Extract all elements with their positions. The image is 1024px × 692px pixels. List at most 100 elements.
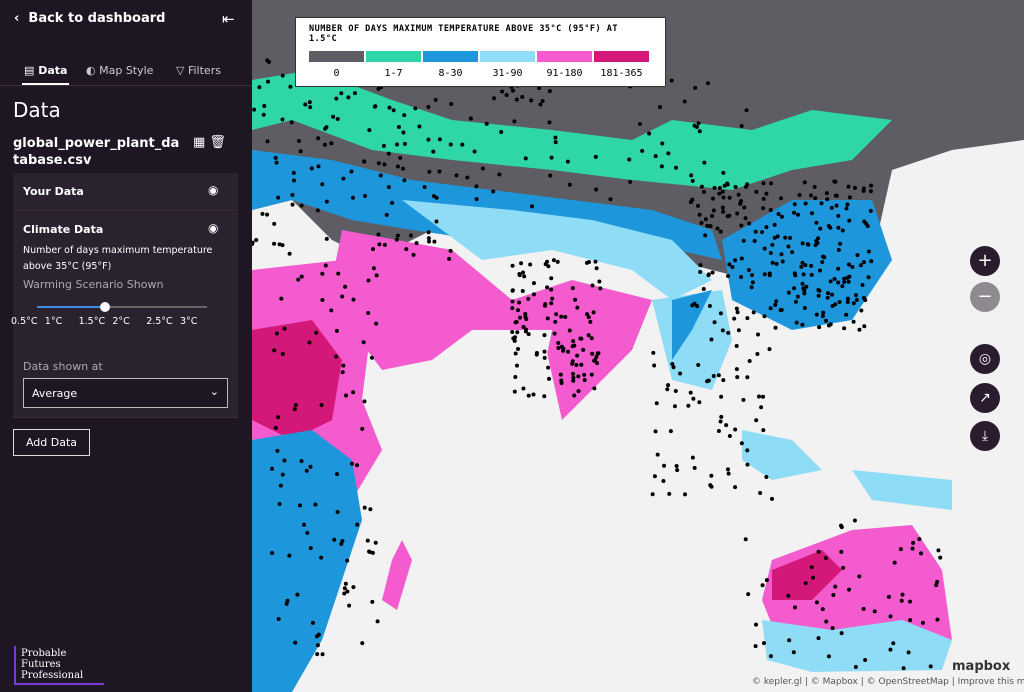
back-link[interactable]: ‹ Back to dashboard bbox=[14, 11, 165, 26]
power-plant bbox=[661, 478, 666, 483]
power-plant bbox=[825, 295, 830, 300]
power-plant bbox=[299, 203, 304, 208]
power-plant bbox=[809, 211, 814, 216]
power-plant bbox=[820, 314, 825, 319]
power-plant bbox=[284, 601, 289, 606]
power-plant bbox=[510, 288, 515, 293]
power-plant bbox=[762, 272, 767, 277]
power-plant bbox=[307, 100, 312, 105]
power-plant bbox=[510, 88, 515, 93]
screenshot-button[interactable]: ◎ bbox=[970, 344, 1000, 374]
power-plant bbox=[422, 185, 427, 190]
power-plant bbox=[567, 328, 572, 333]
power-plant bbox=[722, 183, 727, 188]
power-plant bbox=[343, 284, 348, 289]
power-plant bbox=[745, 316, 750, 321]
power-plant bbox=[474, 184, 479, 189]
power-plant bbox=[341, 176, 346, 181]
power-plant bbox=[594, 354, 599, 359]
shown-at-label: Data shown at bbox=[23, 360, 103, 373]
power-plant bbox=[551, 258, 556, 263]
power-plant bbox=[817, 325, 822, 330]
power-plant bbox=[447, 256, 452, 261]
power-plant bbox=[760, 230, 765, 235]
layer-panel[interactable]: Your Data ◉ bbox=[13, 173, 238, 211]
power-plant bbox=[532, 292, 537, 297]
power-plant bbox=[816, 288, 821, 293]
tab[interactable]: ▤ Data bbox=[22, 64, 70, 85]
power-plant bbox=[265, 139, 270, 144]
power-plant bbox=[401, 166, 406, 171]
power-plant bbox=[774, 299, 779, 304]
power-plant bbox=[371, 266, 376, 271]
power-plant bbox=[764, 475, 769, 480]
power-plant bbox=[865, 224, 870, 229]
power-plant bbox=[437, 137, 442, 142]
power-plant bbox=[594, 187, 599, 192]
power-plant bbox=[750, 273, 755, 278]
power-plant bbox=[823, 318, 828, 323]
power-plant bbox=[553, 319, 558, 324]
power-plant bbox=[414, 241, 419, 246]
power-plant bbox=[563, 314, 568, 319]
power-plant bbox=[254, 238, 259, 243]
power-plant bbox=[761, 196, 766, 201]
power-plant bbox=[302, 522, 307, 527]
zoom-out[interactable]: − bbox=[970, 282, 1000, 312]
power-plant bbox=[530, 204, 535, 209]
power-plant bbox=[593, 357, 598, 362]
power-plant bbox=[689, 173, 694, 178]
power-plant bbox=[589, 372, 594, 377]
map[interactable]: © kepler.gl | © Mapbox | © OpenStreetMap… bbox=[252, 0, 1024, 692]
power-plant bbox=[736, 328, 741, 333]
power-plant bbox=[823, 556, 828, 561]
power-plant bbox=[335, 509, 340, 514]
power-plant bbox=[851, 301, 856, 306]
power-plant bbox=[381, 143, 386, 148]
power-plant bbox=[790, 250, 795, 255]
power-plant bbox=[320, 182, 325, 187]
power-plant bbox=[721, 170, 726, 175]
tab[interactable]: ▽ Filters bbox=[176, 64, 221, 77]
legend: NUMBER OF DAYS MAXIMUM TEMPERATURE ABOVE… bbox=[295, 17, 666, 87]
power-plant bbox=[497, 172, 502, 177]
power-plant bbox=[768, 251, 773, 256]
power-plant bbox=[840, 228, 845, 233]
power-plant bbox=[836, 266, 841, 271]
download-button[interactable]: ⤓ bbox=[970, 421, 1000, 451]
power-plant bbox=[365, 538, 370, 543]
power-plant bbox=[512, 389, 517, 394]
power-plant bbox=[814, 600, 819, 605]
power-plant bbox=[698, 269, 703, 274]
power-plant bbox=[852, 518, 857, 523]
power-plant bbox=[363, 193, 368, 198]
table-icon[interactable]: ▦ 🗑 bbox=[193, 135, 226, 150]
power-plant bbox=[666, 383, 671, 388]
power-plant bbox=[674, 165, 679, 170]
power-plant bbox=[792, 286, 797, 291]
visibility-icon[interactable]: ◉ bbox=[208, 221, 219, 235]
slider-handle[interactable] bbox=[100, 302, 110, 312]
power-plant bbox=[340, 370, 345, 375]
power-plant bbox=[402, 141, 407, 146]
zoom-in[interactable]: + bbox=[970, 246, 1000, 276]
power-plant bbox=[675, 468, 680, 473]
power-plant bbox=[514, 97, 519, 102]
select[interactable]: Average ⌄ bbox=[23, 378, 228, 408]
power-plant bbox=[910, 546, 915, 551]
power-plant bbox=[628, 179, 633, 184]
slider-track[interactable] bbox=[37, 302, 207, 312]
power-plant bbox=[852, 185, 857, 190]
power-plant bbox=[863, 657, 868, 662]
power-plant bbox=[552, 331, 557, 336]
power-plant bbox=[547, 120, 552, 125]
share-button[interactable]: ↗ bbox=[970, 383, 1000, 413]
add-data-button[interactable]: Add Data bbox=[13, 429, 90, 456]
power-plant bbox=[712, 185, 717, 190]
visibility-icon[interactable]: ◉ bbox=[208, 183, 219, 197]
power-plant bbox=[521, 386, 526, 391]
tab[interactable]: ◐ Map Style bbox=[86, 64, 154, 77]
collapse-button[interactable]: ⇤ bbox=[222, 10, 235, 28]
power-plant bbox=[426, 236, 431, 241]
power-plant bbox=[888, 614, 893, 619]
